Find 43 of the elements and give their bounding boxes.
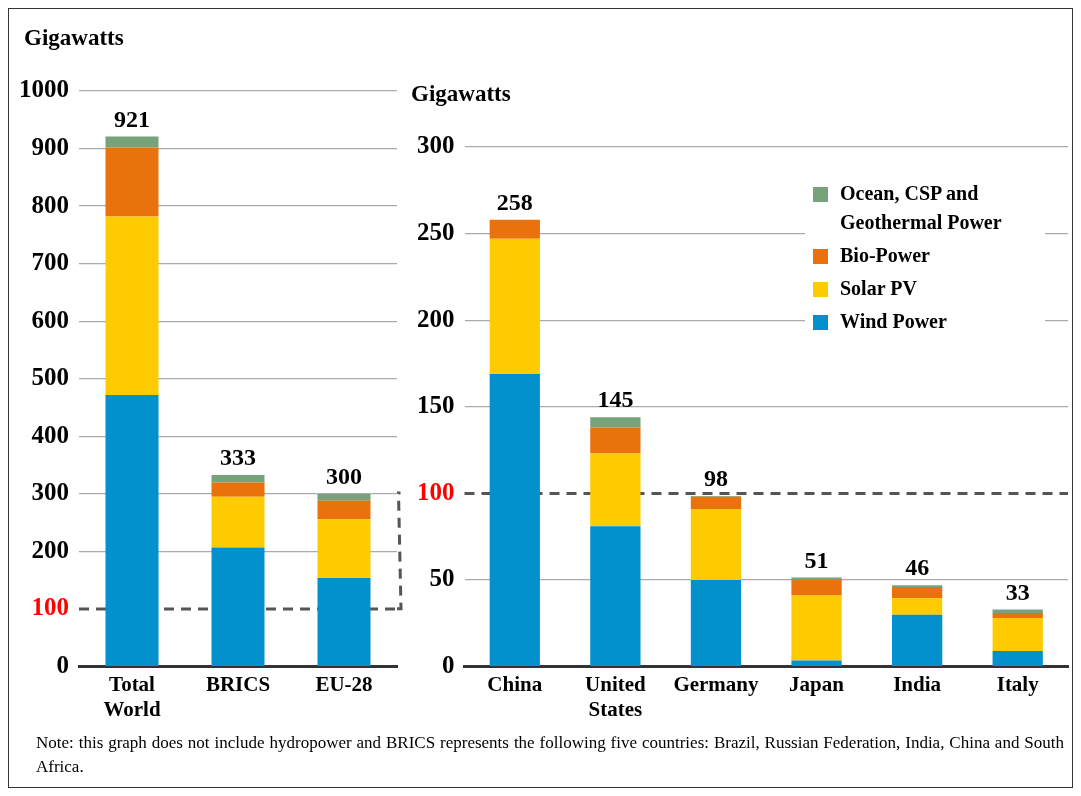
x-tick-label: India bbox=[893, 671, 942, 696]
y-tick-label: 200 bbox=[31, 535, 69, 563]
y-tick-label: 600 bbox=[31, 305, 69, 333]
total-label: 258 bbox=[496, 188, 533, 215]
y-tick-label: 50 bbox=[429, 564, 455, 592]
y-tick-label: 300 bbox=[417, 131, 455, 159]
ref-line-label: 100 bbox=[31, 593, 69, 621]
total-label: 98 bbox=[703, 465, 728, 492]
y-axis-title: Gigawatts bbox=[411, 81, 511, 106]
total-label: 33 bbox=[1005, 578, 1030, 605]
legend-label: Bio-Power bbox=[840, 244, 931, 267]
legend-label: Solar PV bbox=[840, 277, 918, 300]
total-label: 51 bbox=[804, 546, 829, 573]
x-tick-label: Total World bbox=[103, 671, 161, 721]
y-tick-label: 1000 bbox=[19, 75, 69, 103]
total-label: 333 bbox=[220, 444, 256, 471]
y-tick-label: 700 bbox=[31, 248, 69, 276]
y-tick-label: 250 bbox=[417, 218, 455, 246]
y-tick-label: 800 bbox=[31, 190, 69, 218]
y-tick-label: 0 bbox=[56, 651, 69, 679]
y-tick-label: 200 bbox=[417, 304, 455, 332]
x-tick-label: United States bbox=[585, 671, 647, 721]
y-tick-label: 150 bbox=[417, 391, 455, 419]
text: Note: this graph does not include hydropower and BRICS represents the following five countries: Brazil, Russian Federation, India, China and South Africa. bbox=[36, 732, 1064, 778]
x-tick-label: Germany bbox=[673, 671, 760, 696]
y-tick-label: 300 bbox=[31, 478, 69, 506]
total-label: 145 bbox=[597, 386, 634, 413]
x-tick-label: Italy bbox=[996, 671, 1040, 696]
y-tick-label: 500 bbox=[31, 363, 69, 391]
x-tick-label: China bbox=[487, 671, 543, 696]
x-tick-label: Japan bbox=[789, 671, 845, 696]
total-label: 300 bbox=[326, 463, 362, 490]
ref-line-label: 100 bbox=[417, 477, 455, 505]
x-tick-label: BRICS bbox=[205, 671, 271, 696]
total-label: 921 bbox=[114, 105, 150, 132]
total-label: 46 bbox=[905, 554, 930, 581]
y-axis-title: Gigawatts bbox=[24, 25, 124, 50]
y-tick-label: 400 bbox=[31, 420, 69, 448]
legend-label: Ocean, CSP and Geothermal Power bbox=[840, 182, 1002, 234]
legend-label: Wind Power bbox=[840, 310, 947, 333]
x-tick-label: EU-28 bbox=[315, 671, 373, 696]
y-tick-label: 900 bbox=[31, 133, 69, 161]
y-tick-label: 0 bbox=[442, 651, 455, 679]
